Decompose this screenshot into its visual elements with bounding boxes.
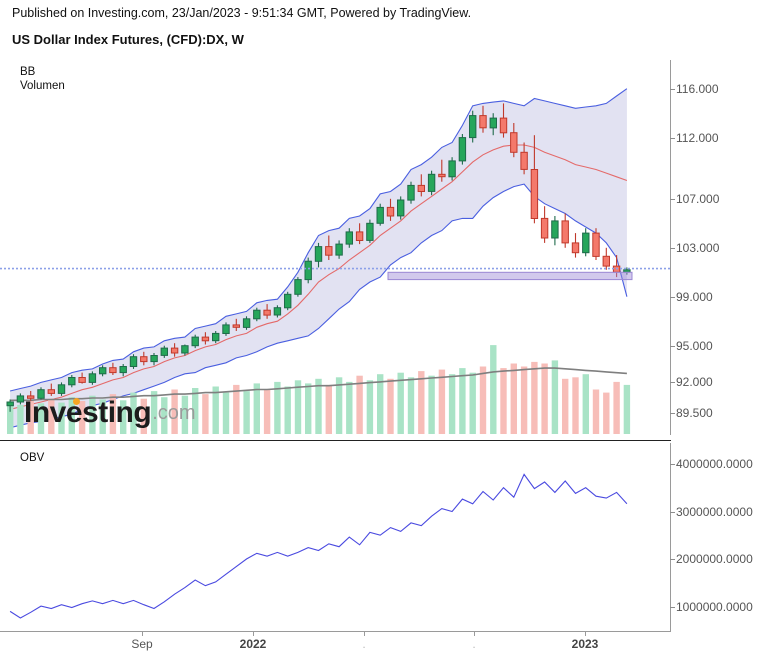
time-x-tick: 2023	[571, 637, 599, 651]
panel-divider	[0, 440, 671, 441]
time-x-tick: Sep	[131, 637, 153, 651]
tick-mark	[670, 382, 675, 384]
instrument-title: US Dollar Index Futures, (CFD):DX, W	[12, 32, 244, 47]
tick-mark	[670, 345, 675, 347]
obv-axis-line	[670, 443, 671, 631]
tick-mark	[670, 198, 675, 200]
price-y-tick: 95.000	[670, 339, 713, 353]
tick-mark	[474, 631, 475, 636]
tick-mark	[670, 413, 675, 414]
tick-mark	[585, 631, 586, 636]
obv-y-tick: 2000000.0000	[670, 552, 753, 566]
tick-mark	[670, 137, 675, 139]
obv-y-tick: 3000000.0000	[670, 505, 753, 519]
price-y-tick: 116.000	[670, 82, 719, 96]
time-x-tick: .	[362, 637, 366, 651]
indicator-label-bb: BB	[20, 66, 36, 78]
price-y-tick: 92.000	[670, 375, 713, 389]
time-x-tick: .	[472, 637, 476, 651]
tick-mark	[670, 511, 675, 513]
tick-mark	[670, 247, 675, 249]
tick-mark	[142, 631, 143, 636]
price-y-tick: 99.000	[670, 290, 713, 304]
price-y-tick: 112.000	[670, 131, 719, 145]
tick-mark	[670, 606, 675, 608]
indicator-label-volume: Volumen	[20, 80, 65, 92]
tick-mark	[670, 88, 675, 90]
tick-mark	[253, 631, 254, 636]
tick-mark	[670, 463, 675, 465]
price-y-tick: 103.000	[670, 241, 719, 255]
obv-y-tick: 1000000.0000	[670, 600, 753, 614]
tick-mark	[364, 631, 365, 636]
publication-line: Published on Investing.com, 23/Jan/2023 …	[12, 6, 472, 20]
obv-y-tick: 4000000.0000	[670, 457, 753, 471]
indicator-label-obv: OBV	[20, 452, 45, 464]
price-y-tick: 89.500	[670, 406, 713, 420]
time-axis-line	[0, 631, 671, 632]
price-axis-line	[670, 60, 671, 435]
tick-mark	[670, 296, 675, 298]
time-x-tick: 2022	[239, 637, 267, 651]
tick-mark	[670, 559, 675, 560]
price-y-tick: 107.000	[670, 192, 719, 206]
